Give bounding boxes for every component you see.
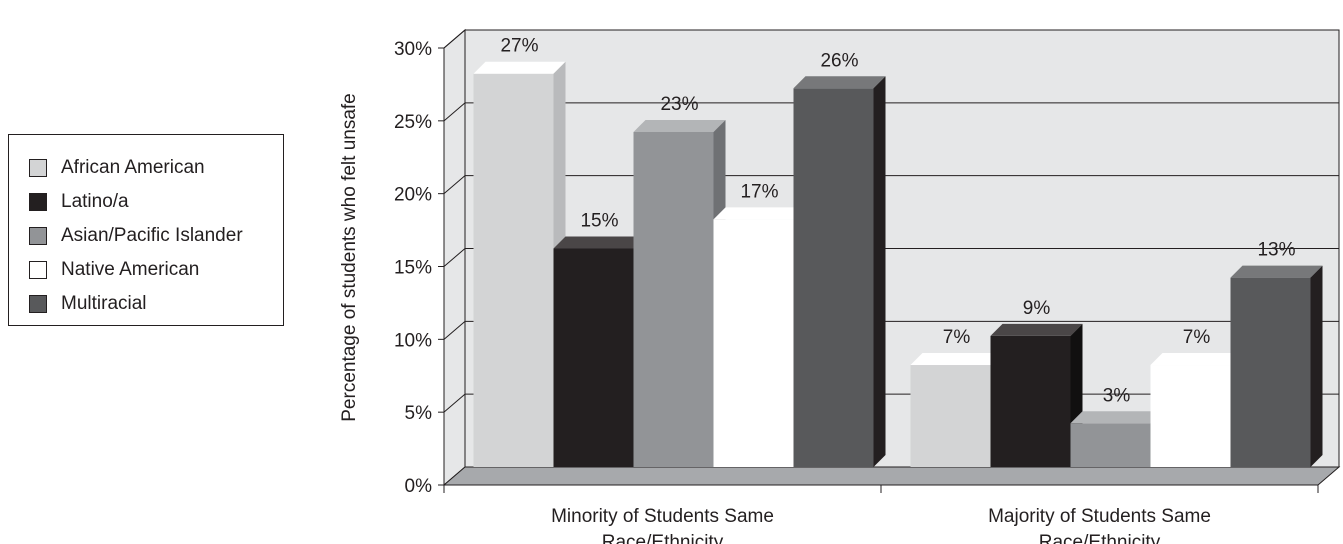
- gridline-side: [443, 393, 466, 413]
- bar-front: [990, 335, 1071, 467]
- y-tick-label: 15%: [394, 258, 432, 279]
- gridline-side: [443, 29, 466, 49]
- y-tick-label: 10%: [394, 330, 432, 351]
- bar: [553, 236, 646, 467]
- legend-label: Multiracial: [61, 293, 147, 314]
- bar-front: [1150, 365, 1231, 467]
- legend-swatch: [29, 159, 47, 177]
- bar-front: [1070, 423, 1151, 467]
- y-tick-label: 5%: [405, 403, 433, 424]
- bar-top: [713, 207, 806, 220]
- gridline-side: [443, 248, 466, 267]
- bar: [793, 76, 886, 468]
- bar: [633, 119, 726, 467]
- bar-top: [793, 76, 886, 89]
- y-tick-label: 0%: [405, 476, 433, 497]
- bar-top: [1070, 411, 1163, 424]
- x-category-label: Race/Ethnicity: [1039, 532, 1161, 544]
- y-tick-label: 20%: [394, 185, 432, 206]
- legend-label: Latino/a: [61, 191, 129, 212]
- gridline-side: [443, 320, 466, 340]
- y-tick-label: 30%: [394, 39, 432, 60]
- data-label: 3%: [1103, 385, 1131, 406]
- bar-front: [1230, 277, 1311, 467]
- data-label: 7%: [943, 327, 971, 348]
- bar-front: [793, 88, 874, 468]
- legend-swatch: [29, 227, 47, 245]
- legend-item-native-american: Native American: [29, 253, 283, 287]
- legend-label: Asian/Pacific Islander: [61, 225, 243, 246]
- gridline-side: [443, 175, 466, 195]
- legend-item-latino: Latino/a: [29, 185, 283, 219]
- floor: [442, 466, 1341, 486]
- bar-side: [1310, 265, 1323, 467]
- x-category-label: Minority of Students Same: [551, 506, 774, 527]
- bar-top: [473, 61, 566, 74]
- bar-top: [633, 119, 726, 132]
- data-label: 7%: [1183, 327, 1211, 348]
- y-axis-title: Percentage of students who felt unsafe: [339, 93, 360, 422]
- data-label: 9%: [1023, 298, 1051, 319]
- bar-top: [1150, 353, 1243, 366]
- bar-top: [990, 323, 1083, 336]
- bar-front: [633, 131, 714, 467]
- data-label: 17%: [740, 181, 778, 202]
- legend-swatch: [29, 193, 47, 211]
- bar: [990, 323, 1083, 467]
- bar-side: [873, 76, 886, 468]
- data-label: 13%: [1257, 240, 1295, 261]
- bar-top: [910, 353, 1003, 366]
- legend-swatch: [29, 295, 47, 313]
- bar: [713, 207, 806, 467]
- bar-front: [553, 248, 634, 467]
- legend: African American Latino/a Asian/Pacific …: [8, 134, 284, 326]
- data-label: 15%: [580, 211, 618, 232]
- legend-item-multiracial: Multiracial: [29, 287, 283, 321]
- legend-item-african-american: African American: [29, 151, 283, 185]
- x-category-label: Majority of Students Same: [988, 506, 1211, 527]
- legend-label: African American: [61, 157, 205, 178]
- bar: [1070, 411, 1163, 467]
- y-tick-label: 25%: [394, 112, 432, 133]
- bar-top: [1230, 265, 1323, 278]
- bar-front: [910, 365, 991, 467]
- bar: [1150, 353, 1243, 467]
- data-label: 26%: [820, 50, 858, 71]
- bar: [910, 353, 1003, 467]
- x-category-label: Race/Ethnicity: [602, 532, 724, 544]
- bar: [1230, 265, 1323, 467]
- data-label: 23%: [660, 94, 698, 115]
- bar-front: [473, 73, 554, 467]
- bar-front: [713, 219, 794, 467]
- bar: [473, 61, 566, 467]
- gridline-side: [443, 102, 466, 122]
- legend-swatch: [29, 261, 47, 279]
- data-label: 27%: [500, 36, 538, 57]
- legend-label: Native American: [61, 259, 200, 280]
- legend-item-asian-pacific-islander: Asian/Pacific Islander: [29, 219, 283, 253]
- bar-top: [553, 236, 646, 249]
